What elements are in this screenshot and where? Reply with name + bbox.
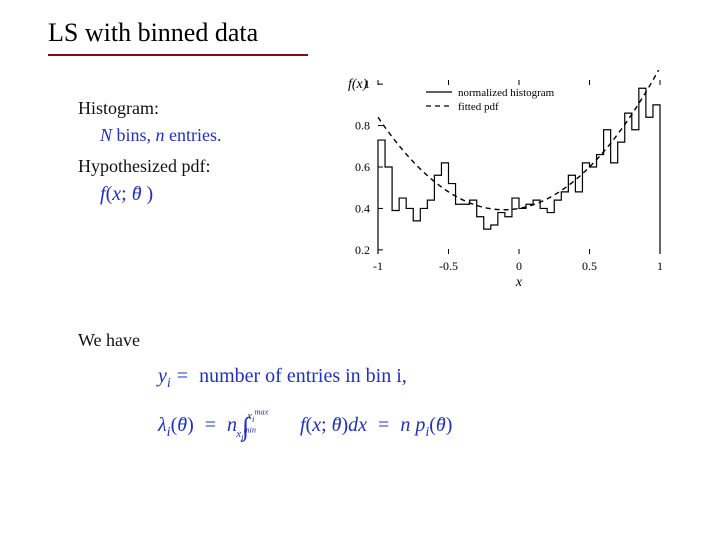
histogram-chart: -1-0.500.510.20.40.60.81f(x)xnormalized … <box>330 70 670 290</box>
N-var: N <box>100 125 112 145</box>
slide-title: LS with binned data <box>48 18 258 48</box>
eq-lambda: λi(θ⃗) = n ∫ximaxximin f(x; θ⃗)dx = n pi… <box>158 412 638 442</box>
lower-block: We have yi= number of entries in bin i, … <box>78 330 638 462</box>
svg-text:0.6: 0.6 <box>355 160 370 174</box>
bins-text-1: bins, <box>112 125 156 145</box>
svg-text:fitted pdf: fitted pdf <box>458 101 499 113</box>
svg-text:0.2: 0.2 <box>355 243 370 257</box>
svg-text:0.8: 0.8 <box>355 119 370 133</box>
bins-text-2: entries. <box>165 125 222 145</box>
svg-text:x: x <box>515 275 523 290</box>
hypothesized-label: Hypothesized pdf: <box>78 156 318 177</box>
left-column: Histogram: N bins, n entries. Hypothesiz… <box>78 98 318 212</box>
we-have-label: We have <box>78 330 638 351</box>
svg-text:0: 0 <box>516 259 522 273</box>
pdf-formula: f(x; θ⃗ ) <box>100 183 318 206</box>
bins-entries-line: N bins, n entries. <box>100 125 318 146</box>
eq-yi: yi= number of entries in bin i, <box>158 365 638 392</box>
svg-text:normalized histogram: normalized histogram <box>458 87 555 99</box>
svg-text:f(x): f(x) <box>348 77 368 92</box>
svg-text:0.4: 0.4 <box>355 201 370 215</box>
svg-text:0.5: 0.5 <box>582 259 597 273</box>
histogram-label: Histogram: <box>78 98 318 119</box>
svg-text:-1: -1 <box>373 259 383 273</box>
eq-yi-rhs: number of entries in bin i, <box>194 365 407 387</box>
n-var: n <box>156 125 165 145</box>
svg-text:1: 1 <box>657 259 663 273</box>
svg-text:-0.5: -0.5 <box>439 259 458 273</box>
title-underline <box>48 54 308 56</box>
